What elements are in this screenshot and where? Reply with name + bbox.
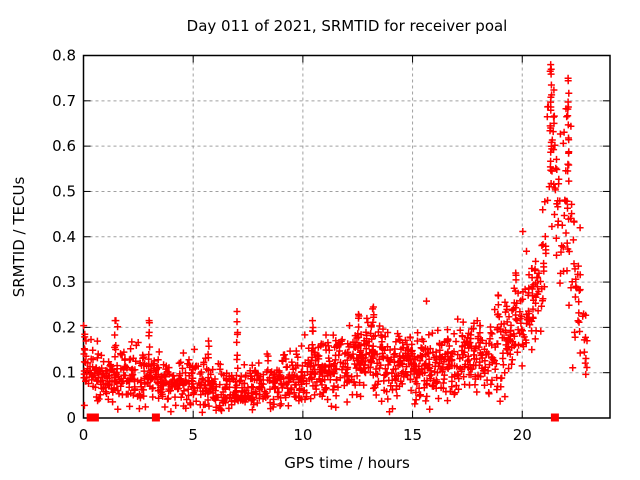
tick-labels: 0 5 10 15 20 0 0.1 0.2 0.3 0.4 0.5 0.6 0.7 0.8: [52, 47, 532, 445]
x-tick-label: 10: [293, 426, 312, 444]
x-tick-label: 5: [188, 426, 198, 444]
x-tick-label: 0: [79, 426, 89, 444]
zero-flag-marker: [151, 413, 160, 422]
scatter-points: [80, 61, 591, 416]
y-tick-label: 0: [66, 409, 76, 427]
y-tick-label: 0.5: [52, 182, 76, 200]
y-tick-label: 0.8: [52, 47, 76, 65]
y-tick-label: 0.7: [52, 92, 76, 110]
zero-flag-marker: [90, 413, 99, 422]
y-tick-label: 0.4: [52, 228, 76, 246]
axis-ticks: [82, 54, 611, 419]
y-tick-label: 0.1: [52, 364, 76, 382]
y-tick-label: 0.3: [52, 273, 76, 291]
zero-flag-marker: [550, 413, 559, 422]
x-tick-label: 20: [513, 426, 532, 444]
y-axis-title: SRMTID / TECUs: [10, 177, 28, 298]
y-tick-label: 0.2: [52, 318, 76, 336]
x-tick-label: 15: [403, 426, 422, 444]
chart-title: Day 011 of 2021, SRMTID for receiver poa…: [187, 17, 508, 35]
x-axis-title: GPS time / hours: [284, 454, 410, 472]
zero-flag-markers-layer: [86, 413, 559, 422]
scatter-points-layer: [80, 61, 591, 416]
zero-flag-marker: [86, 413, 95, 422]
y-tick-label: 0.6: [52, 137, 76, 155]
